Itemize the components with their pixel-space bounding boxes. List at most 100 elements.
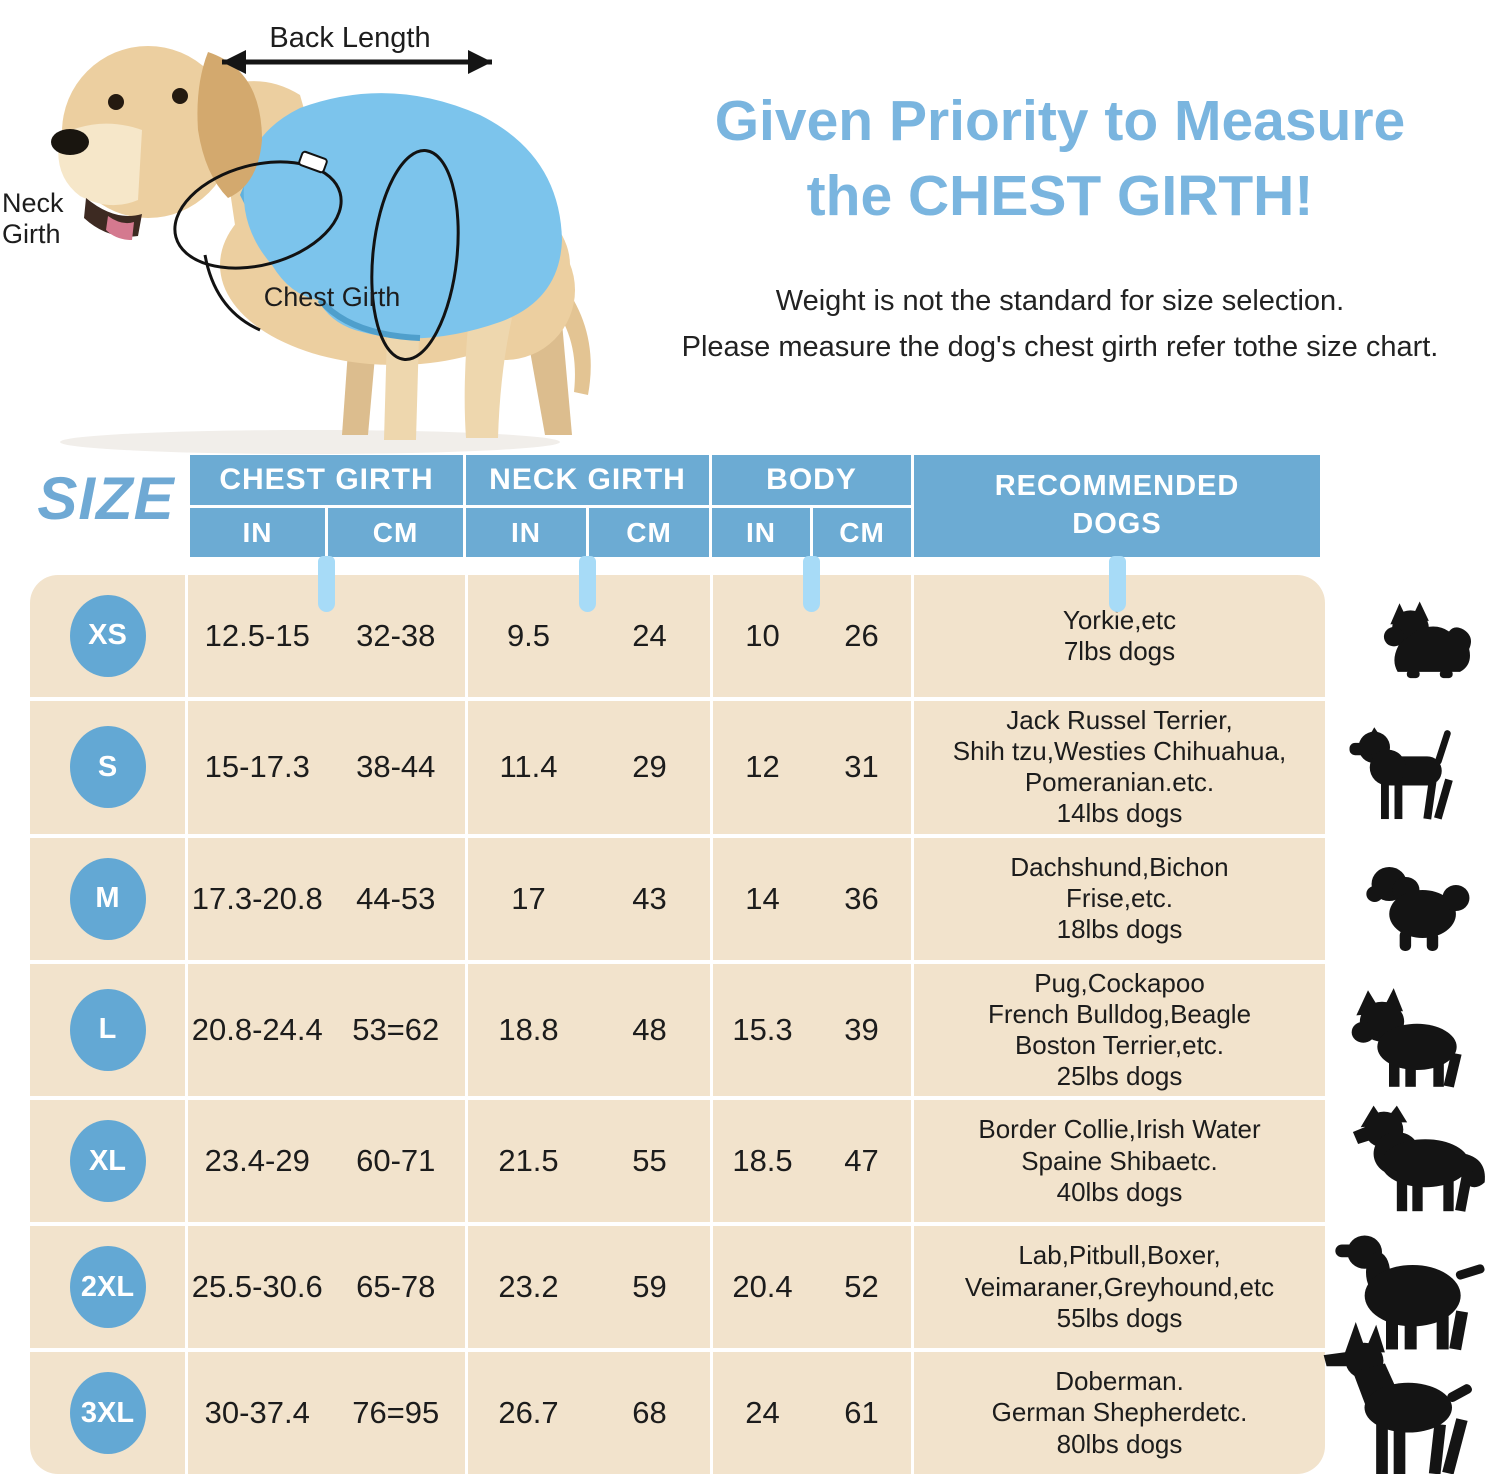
body-in-value: 10 (745, 617, 780, 653)
recommended-dogs-cell: Lab,Pitbull,Boxer, Veimaraner,Greyhound,… (911, 1226, 1325, 1349)
chest-cm-value: 44-53 (356, 880, 436, 916)
yorkie-silhouette-icon (1372, 598, 1482, 686)
chest-in-value: 15-17.3 (204, 749, 310, 785)
size-badge-3xl: 3XL (69, 1372, 146, 1455)
neck-cm-header: CM (589, 508, 709, 557)
neck-girth-cell: 18.8 48 (465, 963, 710, 1097)
table-row-xl: XL 23.4-29 60-71 21.5 55 18.5 47 Border … (30, 1096, 1325, 1223)
chest-in-value: 30-37.4 (204, 1395, 310, 1431)
neck-in-value: 17 (511, 880, 546, 916)
body-cell: 24 61 (710, 1352, 911, 1474)
bichon-frise-silhouette-icon (1358, 856, 1483, 956)
neck-in-header: IN (466, 508, 586, 557)
body-cm-value: 39 (844, 1011, 879, 1047)
body-cm-value: 61 (844, 1395, 879, 1431)
recommended-dogs-cell: Jack Russel Terrier, Shih tzu,Westies Ch… (911, 700, 1325, 834)
chest-in-value: 23.4-29 (204, 1143, 310, 1179)
jack-russell-silhouette-icon (1345, 716, 1480, 828)
size-badge-m: M (69, 857, 146, 940)
recommended-dogs-cell: Pug,Cockapoo French Bulldog,Beagle Bosto… (911, 963, 1325, 1097)
chest-girth-cell: 15-17.3 38-44 (185, 700, 465, 834)
body-cell: 14 36 (710, 837, 911, 960)
neck-cm-value: 68 (632, 1395, 667, 1431)
spaniel-silhouette-icon (1330, 1224, 1490, 1352)
neck-girth-cell: 26.7 68 (465, 1352, 710, 1474)
neck-cm-value: 59 (632, 1269, 667, 1305)
body-in-value: 24 (745, 1395, 780, 1431)
header-pointer-tab (803, 556, 820, 612)
table-header: CHEST GIRTH IN CM NECK GIRTH IN CM BODY … (190, 455, 1320, 557)
neck-girth-cell: 23.2 59 (465, 1226, 710, 1349)
body-cm-value: 26 (844, 617, 879, 653)
header-pointer-tab (1109, 556, 1126, 612)
neck-cm-value: 24 (632, 617, 667, 653)
chest-in-header: IN (190, 508, 325, 557)
neck-cm-value: 55 (632, 1143, 667, 1179)
size-badge-l: L (69, 988, 146, 1071)
neck-girth-header: NECK GIRTH (466, 455, 709, 505)
header-pointer-tab (318, 556, 335, 612)
neck-girth-label: Neck Girth (2, 188, 64, 249)
dog-measurement-illustration (0, 0, 620, 460)
chest-girth-cell: 12.5-15 32-38 (185, 575, 465, 697)
neck-girth-cell: 11.4 29 (465, 700, 710, 834)
body-cm-header: CM (813, 508, 911, 557)
body-cm-value: 52 (844, 1269, 879, 1305)
chest-cm-value: 76=95 (352, 1395, 440, 1431)
size-badge-xs: XS (69, 594, 146, 677)
neck-in-value: 11.4 (499, 749, 558, 785)
table-row-s: S 15-17.3 38-44 11.4 29 12 31 Jack Russe… (30, 696, 1325, 834)
chest-girth-cell: 30-37.4 76=95 (185, 1352, 465, 1474)
size-badge-2xl: 2XL (69, 1246, 146, 1329)
neck-cm-value: 29 (632, 749, 667, 785)
chest-girth-cell: 20.8-24.4 53=62 (185, 963, 465, 1097)
chest-girth-cell: 17.3-20.8 44-53 (185, 837, 465, 960)
recommended-dogs-cell: Border Collie,Irish Water Spaine Shibaet… (911, 1100, 1325, 1223)
body-cm-value: 47 (844, 1143, 879, 1179)
chest-in-value: 12.5-15 (204, 617, 310, 653)
recommended-dogs-cell: Doberman. German Shepherdetc. 80lbs dogs (911, 1352, 1325, 1474)
chest-in-value: 20.8-24.4 (191, 1011, 323, 1047)
chest-in-value: 17.3-20.8 (191, 880, 323, 916)
back-length-label: Back Length (269, 22, 431, 54)
table-row-2xl: 2XL 25.5-30.6 65-78 23.2 59 20.4 52 Lab,… (30, 1222, 1325, 1349)
body-in-header: IN (712, 508, 810, 557)
header-pointer-tab (579, 556, 596, 612)
doberman-silhouette-icon (1312, 1322, 1487, 1474)
neck-girth-cell: 17 43 (465, 837, 710, 960)
chest-girth-label: Chest Girth (263, 282, 401, 312)
neck-in-value: 26.7 (498, 1395, 559, 1431)
neck-in-value: 18.8 (498, 1011, 559, 1047)
table-row-l: L 20.8-24.4 53=62 18.8 48 15.3 39 Pug,Co… (30, 959, 1325, 1097)
body-in-value: 18.5 (732, 1143, 793, 1179)
size-note: Weight is not the standard for size sele… (681, 285, 1439, 364)
body-in-value: 20.4 (732, 1269, 793, 1305)
body-in-value: 14 (745, 880, 780, 916)
size-badge-s: S (69, 726, 146, 809)
chest-girth-cell: 25.5-30.6 65-78 (185, 1226, 465, 1349)
table-row-xs: XS 12.5-15 32-38 9.5 24 10 26 Yorkie,etc… (30, 575, 1325, 697)
body-cell: 12 31 (710, 700, 911, 834)
body-cm-value: 31 (844, 749, 879, 785)
border-collie-silhouette-icon (1340, 1096, 1495, 1216)
body-cell: 10 26 (710, 575, 911, 697)
chest-cm-value: 65-78 (356, 1269, 436, 1305)
body-header-group: BODY IN CM (712, 455, 911, 557)
body-header: BODY (712, 455, 911, 505)
neck-girth-cell: 9.5 24 (465, 575, 710, 697)
chest-cm-value: 60-71 (356, 1143, 436, 1179)
body-cell: 18.5 47 (710, 1100, 911, 1223)
chest-cm-value: 32-38 (356, 617, 436, 653)
chest-girth-cell: 23.4-29 60-71 (185, 1100, 465, 1223)
body-cell: 15.3 39 (710, 963, 911, 1097)
recommended-dogs-cell: Dachshund,Bichon Frise,etc. 18lbs dogs (911, 837, 1325, 960)
chest-cm-header: CM (328, 508, 463, 557)
recommended-dogs-header: RECOMMENDED DOGS (914, 455, 1320, 557)
neck-girth-header-group: NECK GIRTH IN CM (466, 455, 709, 557)
chest-cm-value: 53=62 (352, 1011, 440, 1047)
neck-girth-cell: 21.5 55 (465, 1100, 710, 1223)
neck-cm-value: 43 (632, 880, 667, 916)
chest-girth-header-group: CHEST GIRTH IN CM (190, 455, 463, 557)
body-in-value: 12 (745, 749, 780, 785)
